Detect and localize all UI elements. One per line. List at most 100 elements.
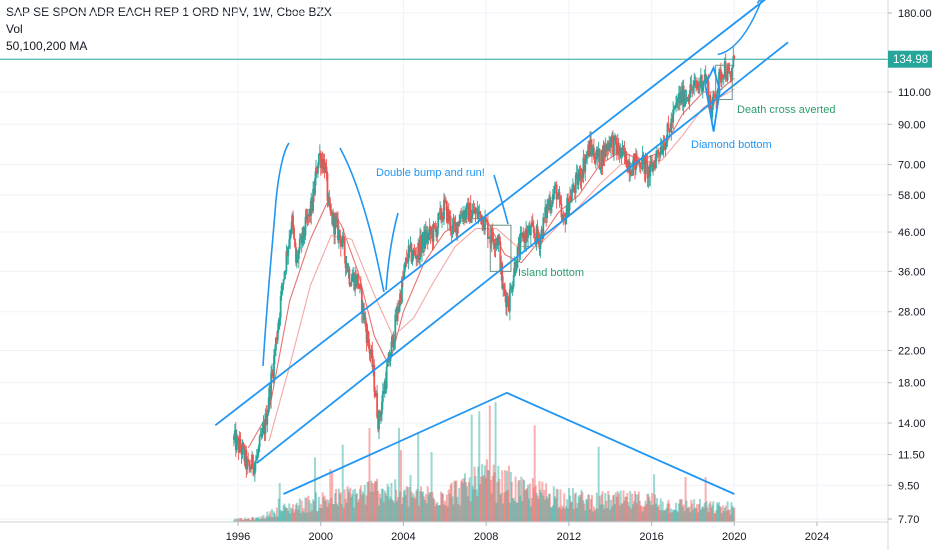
candle-body (663, 143, 666, 150)
volume-bar (280, 511, 283, 522)
candle-body (707, 81, 710, 105)
volume-bar (548, 493, 551, 522)
volume-bar (635, 503, 638, 522)
candle-body (264, 413, 267, 435)
candle-body (271, 371, 273, 374)
volume-bar (313, 501, 316, 522)
volume-bar (417, 431, 420, 522)
volume-bar (581, 492, 584, 522)
channel-upper-line (214, 0, 766, 427)
candle-body (409, 243, 412, 250)
volume-bar (239, 518, 242, 522)
price-tick-label: 90.00 (898, 119, 926, 131)
volume-bar (505, 470, 508, 522)
volume-bar (276, 516, 279, 522)
time-axis-ticks[interactable]: 1996 2000 2004 2008 2012 2016 2020 2024 (226, 522, 829, 543)
volume-bar (272, 517, 275, 522)
volume-bar (590, 494, 593, 522)
price-tick-label: 70.00 (898, 160, 926, 172)
volume-bar (393, 502, 396, 522)
volume-bar (705, 501, 708, 522)
volume-indicator-label[interactable]: Vol (6, 22, 23, 36)
volume-bar (468, 477, 471, 522)
time-tick-label: 2020 (722, 531, 746, 543)
death-cross-box (715, 64, 733, 101)
moving-average-indicator-label[interactable]: 50,100,200 MA (6, 39, 88, 53)
volume-bar (645, 504, 648, 522)
volume-bar (481, 464, 484, 522)
candle-body (420, 235, 422, 253)
candle-body (268, 387, 271, 406)
candle-body (446, 209, 449, 223)
volume-bar (234, 520, 237, 522)
volume-bar (447, 489, 450, 522)
candle-body (583, 157, 586, 172)
candle-body (263, 424, 266, 435)
candle-body (660, 146, 663, 154)
candle-body (652, 163, 655, 172)
candle-body (358, 285, 360, 289)
volume-bar (421, 491, 424, 522)
volume-bar (514, 476, 517, 522)
volume-bar (660, 510, 663, 522)
candle-body (412, 249, 415, 258)
candle-body (710, 106, 713, 118)
candle-body (304, 216, 307, 236)
price-axis-ticks[interactable]: 7.70 9.50 11.50 14.00 18.00 22.00 28.00 36.00 46… (888, 8, 932, 526)
volume-bar (302, 508, 305, 522)
volume-bar (443, 500, 446, 522)
volume-bar (449, 484, 452, 522)
candle-body (662, 143, 665, 151)
volume-bar (644, 500, 647, 522)
annotation-diamond-bottom: Diamond bottom (691, 139, 772, 151)
candle-body (386, 362, 389, 367)
candle-body (410, 243, 413, 263)
candle-body (619, 148, 622, 157)
candle-body (465, 203, 468, 218)
volume-bar (472, 489, 475, 522)
candle-body (460, 214, 463, 216)
volume-bar (462, 482, 465, 522)
volume-bar (568, 488, 571, 522)
volume-bar (575, 507, 578, 522)
volume-bar (242, 519, 245, 522)
volume-bar (554, 498, 557, 522)
candle-body (260, 433, 263, 436)
candle-body (316, 167, 318, 174)
time-tick-label: 2024 (805, 531, 829, 543)
volume-bar (382, 501, 385, 522)
candle-body (555, 184, 558, 200)
volume-bar (394, 479, 397, 522)
candle-body (695, 80, 697, 87)
volume-bar (246, 519, 249, 522)
volume-bar (547, 498, 550, 522)
volume-bar (612, 494, 615, 522)
candle-body (678, 93, 681, 104)
volume-bar (576, 503, 579, 522)
candle-body (435, 227, 438, 237)
candle-body (664, 146, 667, 150)
candle-body (497, 235, 500, 246)
candle-body (281, 284, 284, 286)
volume-bar (590, 499, 593, 522)
volume-bar (640, 506, 643, 522)
candle-body (465, 210, 467, 218)
volume-bar (580, 489, 583, 522)
candle-body (418, 242, 421, 260)
candle-body (449, 216, 452, 232)
candle-body (385, 366, 388, 389)
candle-body (726, 66, 729, 81)
volume-bar (615, 496, 618, 522)
candle-body (621, 146, 624, 156)
volume-bar (668, 503, 671, 522)
volume-bar (732, 507, 735, 522)
volume-bar (546, 496, 549, 522)
volume-bar (275, 507, 278, 522)
candle-body (430, 230, 433, 235)
volume-bar (288, 503, 291, 522)
candle-body (577, 177, 580, 185)
volume-bar (460, 481, 463, 522)
volume-bar (367, 481, 370, 522)
candle-body (278, 317, 281, 320)
